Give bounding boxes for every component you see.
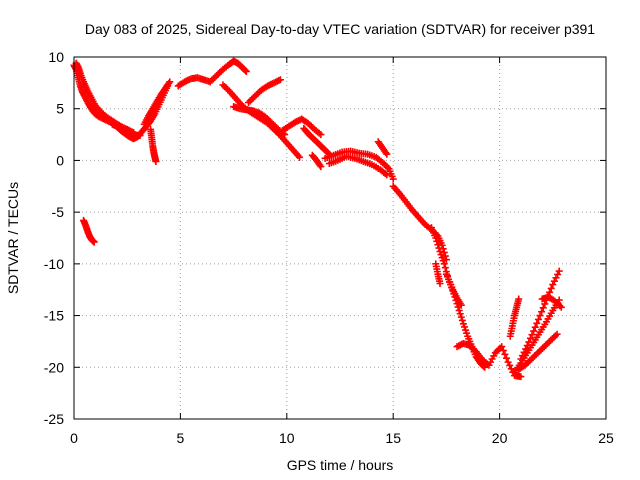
data-point [433, 237, 441, 245]
series-early-drop [147, 125, 160, 165]
data-point [549, 281, 557, 289]
data-point [457, 313, 465, 321]
series-afternoon-c [374, 138, 391, 158]
data-point [504, 358, 512, 366]
data-point [317, 163, 325, 171]
data-point [383, 171, 391, 179]
x-tick-label: 0 [70, 430, 78, 446]
x-tick-label: 20 [492, 430, 508, 446]
y-tick-label: 0 [56, 152, 64, 168]
series-afternoon-b [325, 152, 391, 179]
y-tick-label: 5 [56, 101, 64, 117]
data-point [498, 343, 506, 351]
series-midday-d [279, 115, 325, 139]
data-point [152, 157, 160, 165]
data-point [552, 274, 560, 282]
series-afternoon [321, 147, 397, 183]
data-point [90, 238, 98, 246]
series-early-rise [140, 78, 174, 128]
data-point [441, 264, 449, 272]
data-point [456, 310, 464, 318]
data-point [276, 76, 284, 84]
series-midday-c [244, 76, 284, 107]
data-point [432, 234, 440, 242]
data-point [530, 327, 538, 335]
data-point [541, 300, 549, 308]
data-point [528, 331, 536, 339]
y-axis-label: SDTVAR / TECUs [5, 182, 21, 294]
series-final-c [515, 330, 561, 373]
series-morning [174, 57, 250, 90]
data-point [534, 315, 542, 323]
data-point [506, 361, 514, 369]
data-point [451, 293, 459, 301]
data-point [241, 66, 249, 74]
data-point [499, 346, 507, 354]
x-tick-label: 25 [598, 430, 614, 446]
chart-title: Day 083 of 2025, Sidereal Day-to-day VTE… [85, 21, 595, 37]
y-tick-label: -10 [44, 256, 64, 272]
data-point [317, 131, 325, 139]
data-point [515, 295, 523, 303]
series-midday-b [230, 103, 289, 139]
data-point [547, 284, 555, 292]
data-points [70, 57, 565, 381]
data-point [555, 267, 563, 275]
data-point [453, 300, 461, 308]
axis-ticks: 0 5 10 15 20 25 -25 -20 -15 -10 -5 0 5 10 [44, 49, 614, 446]
data-point [517, 373, 525, 381]
series-final-e [538, 293, 565, 311]
series-midday-e [300, 124, 333, 158]
data-point [539, 304, 547, 312]
data-point [554, 270, 562, 278]
data-point [383, 150, 391, 158]
data-point [130, 129, 138, 137]
series-decline-d [432, 260, 444, 288]
y-tick-label: -15 [44, 308, 64, 324]
data-point [523, 342, 531, 350]
data-point [501, 350, 509, 358]
series-final-d [506, 295, 523, 340]
data-point [452, 296, 460, 304]
data-point [442, 256, 450, 264]
data-point [533, 319, 541, 327]
y-tick-label: -25 [44, 411, 64, 427]
data-point [242, 67, 250, 75]
y-tick-label: -20 [44, 359, 64, 375]
data-point [455, 306, 463, 314]
data-point [553, 330, 561, 338]
data-point [434, 241, 442, 249]
data-point [526, 334, 534, 342]
data-point [296, 153, 304, 161]
data-point [166, 78, 174, 86]
series-low [453, 339, 525, 381]
data-point [435, 244, 443, 252]
grid [74, 57, 606, 419]
data-point [503, 354, 511, 362]
data-point [436, 280, 444, 288]
series-start-descent-b [72, 59, 138, 137]
data-point [525, 338, 533, 346]
data-point [531, 323, 539, 331]
data-point [550, 277, 558, 285]
data-point [536, 312, 544, 320]
x-tick-label: 5 [177, 430, 185, 446]
x-tick-label: 10 [279, 430, 295, 446]
x-tick-label: 15 [385, 430, 401, 446]
data-point [538, 308, 546, 316]
data-point [440, 260, 448, 268]
x-axis-label: GPS time / hours [287, 457, 394, 473]
data-point [454, 303, 462, 311]
y-tick-label: 10 [48, 49, 64, 65]
data-point [389, 175, 397, 183]
series-isolated [80, 216, 98, 246]
series-midday-f [308, 151, 325, 171]
data-point [557, 303, 565, 311]
data-point [458, 316, 466, 324]
y-tick-label: -5 [52, 204, 65, 220]
plot-frame [73, 56, 607, 420]
